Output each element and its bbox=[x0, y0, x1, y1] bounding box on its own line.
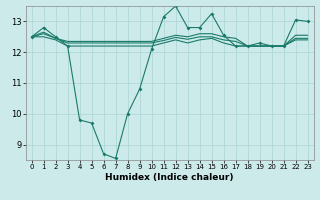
X-axis label: Humidex (Indice chaleur): Humidex (Indice chaleur) bbox=[105, 173, 234, 182]
